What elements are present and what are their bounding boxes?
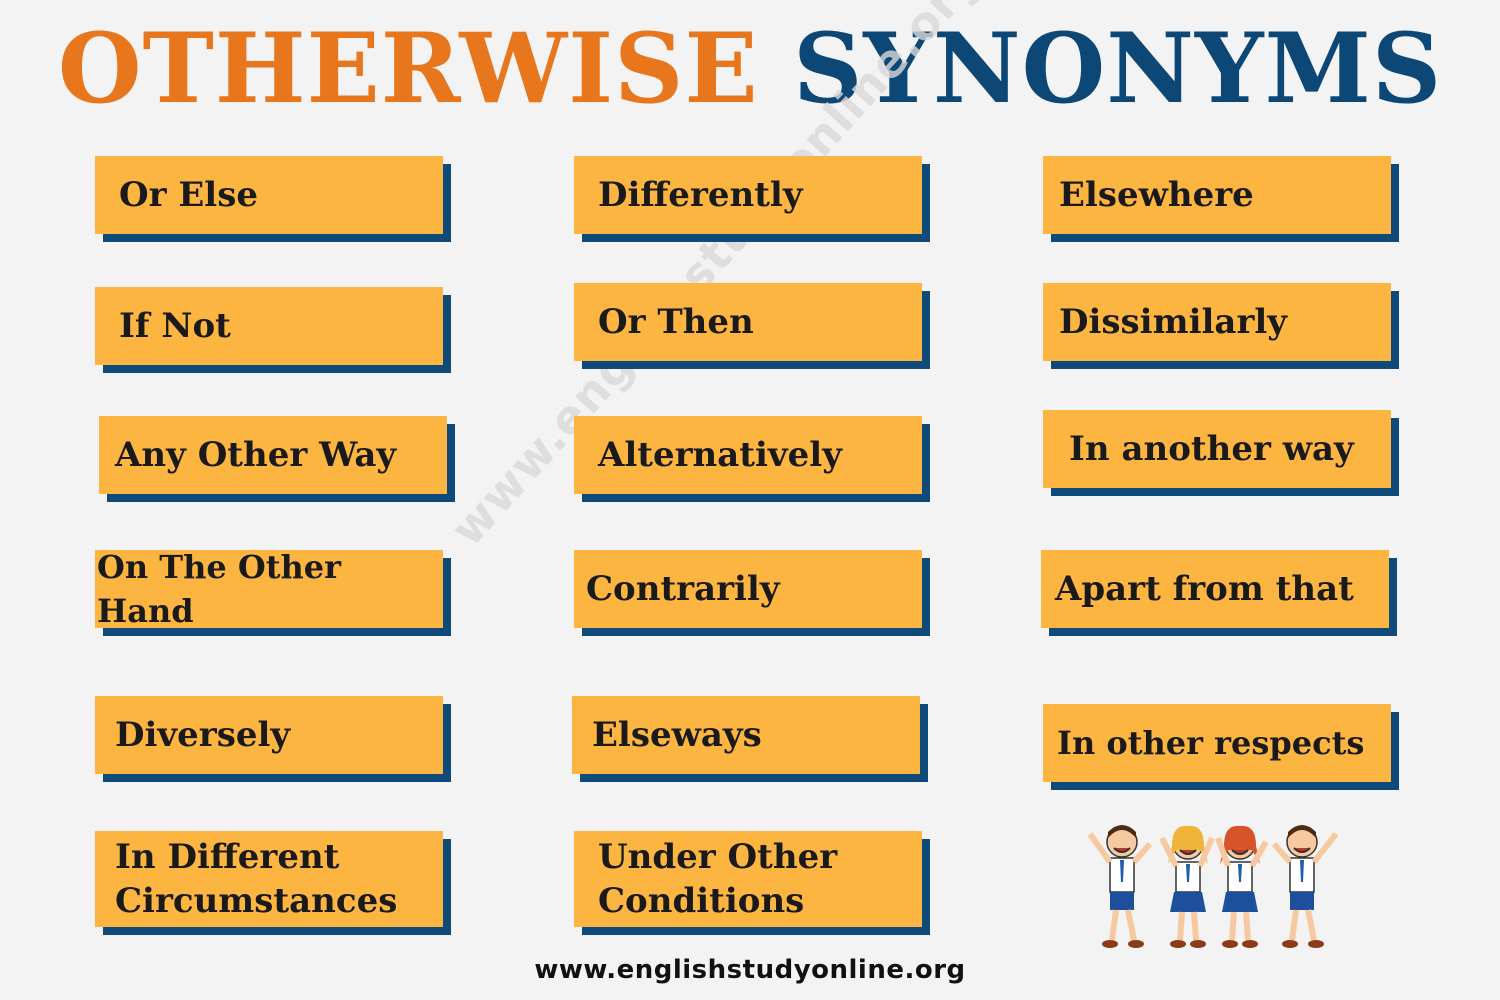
synonym-card: In other respects (1043, 704, 1399, 790)
synonym-card: Under Other Conditions (574, 831, 930, 935)
synonym-label: Diversely (115, 715, 291, 755)
synonym-label: Any Other Way (115, 435, 397, 475)
synonym-card: Elseways (572, 696, 928, 782)
synonym-card: Contrarily (574, 550, 930, 636)
synonym-card: Diversely (95, 696, 451, 782)
synonym-card: If Not (95, 287, 451, 373)
footer-url: www.englishstudyonline.org (534, 955, 966, 985)
child-boy-left (1087, 825, 1153, 948)
synonym-label: In other respects (1057, 724, 1365, 762)
synonym-label: Elsewhere (1059, 175, 1254, 215)
synonym-label: Apart from that (1055, 569, 1354, 609)
synonym-label: Elseways (592, 715, 762, 755)
child-girl-redhead (1215, 825, 1269, 948)
synonym-card: Differently (574, 156, 930, 242)
synonym-label: Or Then (598, 302, 754, 342)
child-girl-blonde (1159, 825, 1215, 948)
synonym-label: Dissimilarly (1059, 302, 1288, 342)
synonym-label: On The Other Hand (97, 548, 341, 630)
synonym-card: In another way (1043, 410, 1399, 496)
synonym-card: Alternatively (574, 416, 930, 502)
synonym-label: Differently (598, 175, 803, 215)
synonym-label: Under Other Conditions (598, 837, 838, 921)
synonym-label: In another way (1069, 429, 1354, 469)
synonym-card: Apart from that (1041, 550, 1397, 636)
synonym-card: Or Else (95, 156, 451, 242)
cartoon-schoolchildren-icon (1087, 825, 1339, 948)
synonym-label: In Different Circumstances (115, 837, 398, 921)
synonym-card: Elsewhere (1043, 156, 1399, 242)
synonym-card: Any Other Way (99, 416, 455, 502)
page-title: OTHERWISE SYNONYMS (0, 14, 1500, 124)
title-word-otherwise: OTHERWISE (57, 12, 759, 125)
synonym-card: On The Other Hand (95, 548, 451, 636)
synonym-card: Dissimilarly (1043, 283, 1399, 369)
synonym-label: Contrarily (586, 569, 780, 609)
title-word-synonyms: SYNONYMS (793, 12, 1443, 125)
synonym-label: Or Else (119, 175, 258, 215)
synonym-card: In Different Circumstances (95, 831, 451, 935)
child-boy-right (1271, 825, 1339, 948)
synonym-card: Or Then (574, 283, 930, 369)
synonym-label: Alternatively (598, 435, 842, 475)
synonym-label: If Not (119, 306, 231, 346)
